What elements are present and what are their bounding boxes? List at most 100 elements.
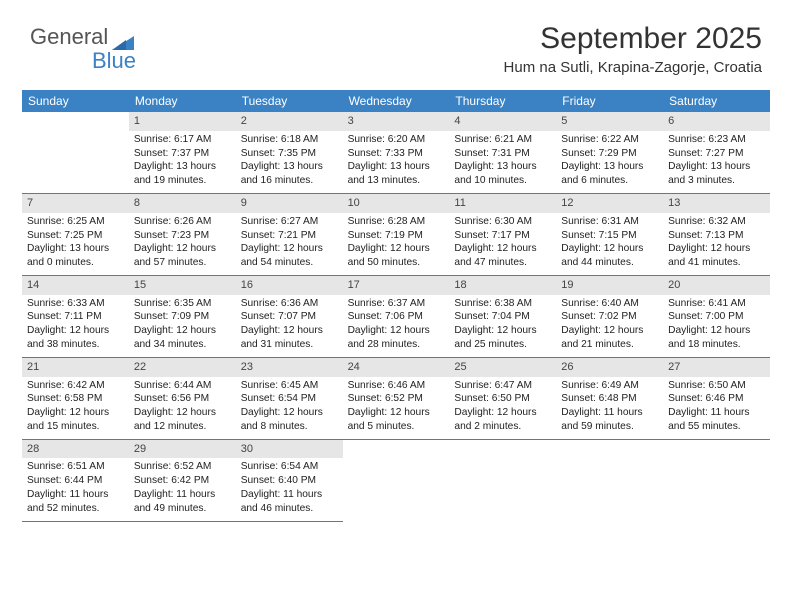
day-day2: and 34 minutes.	[134, 338, 231, 352]
day-day1: Daylight: 13 hours	[348, 160, 445, 174]
day-sunset: Sunset: 7:33 PM	[348, 147, 445, 161]
logo-triangle-icon	[112, 30, 134, 44]
day-sunset: Sunset: 6:54 PM	[241, 392, 338, 406]
calendar-cell: 22Sunrise: 6:44 AMSunset: 6:56 PMDayligh…	[129, 358, 236, 440]
calendar-cell: 4Sunrise: 6:21 AMSunset: 7:31 PMDaylight…	[449, 112, 556, 194]
day-number: 28	[22, 440, 129, 459]
day-sunset: Sunset: 7:29 PM	[561, 147, 658, 161]
day-sunrise: Sunrise: 6:45 AM	[241, 379, 338, 393]
day-day2: and 5 minutes.	[348, 420, 445, 434]
day-day2: and 0 minutes.	[27, 256, 124, 270]
day-number: 14	[22, 276, 129, 295]
day-sunrise: Sunrise: 6:32 AM	[668, 215, 765, 229]
day-number: 3	[343, 112, 450, 131]
day-number: 27	[663, 358, 770, 377]
day-sunset: Sunset: 7:25 PM	[27, 229, 124, 243]
weekday-saturday: Saturday	[663, 90, 770, 112]
day-sunrise: Sunrise: 6:35 AM	[134, 297, 231, 311]
day-number: 11	[449, 194, 556, 213]
day-day2: and 46 minutes.	[241, 502, 338, 516]
day-day1: Daylight: 12 hours	[348, 324, 445, 338]
day-day2: and 52 minutes.	[27, 502, 124, 516]
day-sunrise: Sunrise: 6:41 AM	[668, 297, 765, 311]
day-sunset: Sunset: 6:50 PM	[454, 392, 551, 406]
day-number: 22	[129, 358, 236, 377]
day-day1: Daylight: 12 hours	[454, 406, 551, 420]
calendar-cell: 11Sunrise: 6:30 AMSunset: 7:17 PMDayligh…	[449, 194, 556, 276]
day-day2: and 21 minutes.	[561, 338, 658, 352]
day-sunrise: Sunrise: 6:17 AM	[134, 133, 231, 147]
day-day1: Daylight: 13 hours	[27, 242, 124, 256]
day-day2: and 25 minutes.	[454, 338, 551, 352]
day-day2: and 50 minutes.	[348, 256, 445, 270]
weekday-tuesday: Tuesday	[236, 90, 343, 112]
day-sunrise: Sunrise: 6:44 AM	[134, 379, 231, 393]
day-day1: Daylight: 11 hours	[561, 406, 658, 420]
day-day2: and 28 minutes.	[348, 338, 445, 352]
day-day1: Daylight: 12 hours	[454, 242, 551, 256]
calendar-cell: 8Sunrise: 6:26 AMSunset: 7:23 PMDaylight…	[129, 194, 236, 276]
calendar-cell-empty	[22, 112, 129, 194]
day-number: 4	[449, 112, 556, 131]
day-day2: and 6 minutes.	[561, 174, 658, 188]
day-sunset: Sunset: 7:15 PM	[561, 229, 658, 243]
day-day2: and 19 minutes.	[134, 174, 231, 188]
day-day2: and 31 minutes.	[241, 338, 338, 352]
day-day2: and 59 minutes.	[561, 420, 658, 434]
day-sunset: Sunset: 7:27 PM	[668, 147, 765, 161]
day-sunset: Sunset: 6:56 PM	[134, 392, 231, 406]
day-sunset: Sunset: 6:58 PM	[27, 392, 124, 406]
day-sunset: Sunset: 7:00 PM	[668, 310, 765, 324]
day-sunrise: Sunrise: 6:36 AM	[241, 297, 338, 311]
day-sunrise: Sunrise: 6:22 AM	[561, 133, 658, 147]
day-day2: and 44 minutes.	[561, 256, 658, 270]
calendar-cell: 21Sunrise: 6:42 AMSunset: 6:58 PMDayligh…	[22, 358, 129, 440]
day-day1: Daylight: 12 hours	[241, 324, 338, 338]
day-sunset: Sunset: 7:13 PM	[668, 229, 765, 243]
day-number: 26	[556, 358, 663, 377]
calendar-cell: 3Sunrise: 6:20 AMSunset: 7:33 PMDaylight…	[343, 112, 450, 194]
day-day2: and 3 minutes.	[668, 174, 765, 188]
day-day1: Daylight: 12 hours	[348, 406, 445, 420]
day-sunrise: Sunrise: 6:37 AM	[348, 297, 445, 311]
day-sunrise: Sunrise: 6:38 AM	[454, 297, 551, 311]
day-number: 8	[129, 194, 236, 213]
day-day1: Daylight: 13 hours	[241, 160, 338, 174]
day-number: 19	[556, 276, 663, 295]
day-day1: Daylight: 12 hours	[241, 242, 338, 256]
day-day2: and 55 minutes.	[668, 420, 765, 434]
calendar-cell: 1Sunrise: 6:17 AMSunset: 7:37 PMDaylight…	[129, 112, 236, 194]
day-number: 20	[663, 276, 770, 295]
day-number: 13	[663, 194, 770, 213]
day-number: 12	[556, 194, 663, 213]
day-day2: and 57 minutes.	[134, 256, 231, 270]
calendar-cell: 6Sunrise: 6:23 AMSunset: 7:27 PMDaylight…	[663, 112, 770, 194]
day-sunset: Sunset: 7:31 PM	[454, 147, 551, 161]
day-day2: and 2 minutes.	[454, 420, 551, 434]
day-day2: and 15 minutes.	[27, 420, 124, 434]
day-sunset: Sunset: 7:06 PM	[348, 310, 445, 324]
day-sunrise: Sunrise: 6:52 AM	[134, 460, 231, 474]
calendar-cell: 18 Sunrise: 6:38 AMSunset: 7:04 PMDayligh…	[449, 276, 556, 358]
calendar-cell: 27Sunrise: 6:50 AMSunset: 6:46 PMDayligh…	[663, 358, 770, 440]
day-sunrise: Sunrise: 6:40 AM	[561, 297, 658, 311]
day-day1: Daylight: 12 hours	[27, 324, 124, 338]
day-sunset: Sunset: 7:04 PM	[454, 310, 551, 324]
calendar-cell: 19Sunrise: 6:40 AMSunset: 7:02 PMDayligh…	[556, 276, 663, 358]
day-sunrise: Sunrise: 6:26 AM	[134, 215, 231, 229]
calendar-cell: 10Sunrise: 6:28 AMSunset: 7:19 PMDayligh…	[343, 194, 450, 276]
weekday-sunday: Sunday	[22, 90, 129, 112]
day-sunrise: Sunrise: 6:47 AM	[454, 379, 551, 393]
day-day1: Daylight: 12 hours	[454, 324, 551, 338]
calendar-cell: 2Sunrise: 6:18 AMSunset: 7:35 PMDaylight…	[236, 112, 343, 194]
calendar-grid: 1Sunrise: 6:17 AMSunset: 7:37 PMDaylight…	[22, 112, 770, 522]
day-sunset: Sunset: 6:52 PM	[348, 392, 445, 406]
weekday-thursday: Thursday	[449, 90, 556, 112]
day-number: 2	[236, 112, 343, 131]
day-sunrise: Sunrise: 6:51 AM	[27, 460, 124, 474]
day-sunset: Sunset: 6:40 PM	[241, 474, 338, 488]
calendar-cell: 13Sunrise: 6:32 AMSunset: 7:13 PMDayligh…	[663, 194, 770, 276]
calendar-cell: 14Sunrise: 6:33 AMSunset: 7:11 PMDayligh…	[22, 276, 129, 358]
day-day1: Daylight: 12 hours	[561, 242, 658, 256]
day-number: 18	[449, 276, 556, 295]
